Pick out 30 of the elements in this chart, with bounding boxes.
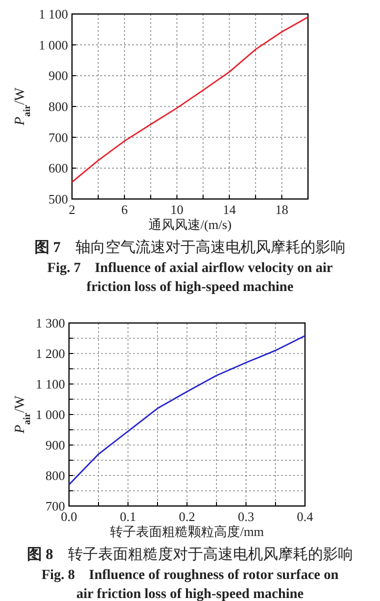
x-tick-label: 0.4 — [296, 509, 314, 524]
x-tick-label: 0.3 — [238, 509, 254, 524]
x-tick-label: 10 — [170, 202, 184, 217]
y-tick-label: 500 — [48, 192, 68, 206]
text: Fig. 8 Influence of roughness of rotor surface on air friction loss of high-speed machine — [41, 568, 339, 601]
line-series — [68, 335, 306, 486]
y-tick-label: 900 — [46, 438, 65, 452]
y-tick-label: 800 — [46, 468, 65, 483]
y-tick-label: 1 100 — [38, 6, 68, 22]
x-tick-label: 6 — [121, 202, 128, 217]
x-tick-label: 0.1 — [120, 509, 136, 524]
y-tick-label: 1 300 — [36, 316, 65, 330]
text: Fig. 7 Influence of axial airflow velocity on air friction loss of high-speed machine — [47, 261, 333, 295]
y-tick-label: 1 000 — [36, 407, 65, 422]
x-tick-label: 0.2 — [178, 509, 196, 524]
y-tick-label: 700 — [48, 130, 68, 145]
text: 图 8 转子表面粗糙度对于高速电机风摩耗的影响 — [26, 546, 354, 563]
x-tick-label: 14 — [222, 202, 236, 217]
x-tick-label: 18 — [275, 202, 288, 217]
y-tick-label: 1 100 — [36, 376, 65, 392]
x-axis-title: 转子表面粗糙颗粒高度/mm — [110, 524, 264, 539]
x-axis-title: 通风风速/(m/s) — [148, 217, 232, 232]
y-tick-label: 800 — [48, 99, 68, 114]
y-tick-label: 1 000 — [38, 37, 68, 52]
y-tick-label: 600 — [48, 160, 68, 176]
line-series — [71, 16, 309, 183]
y-tick-label: 1 200 — [36, 346, 65, 361]
x-tick-label: 2 — [68, 202, 76, 217]
text: 图 7 轴向空气流速对于高速电机风摩耗的影响 — [34, 239, 346, 256]
y-tick-label: 900 — [48, 68, 68, 84]
